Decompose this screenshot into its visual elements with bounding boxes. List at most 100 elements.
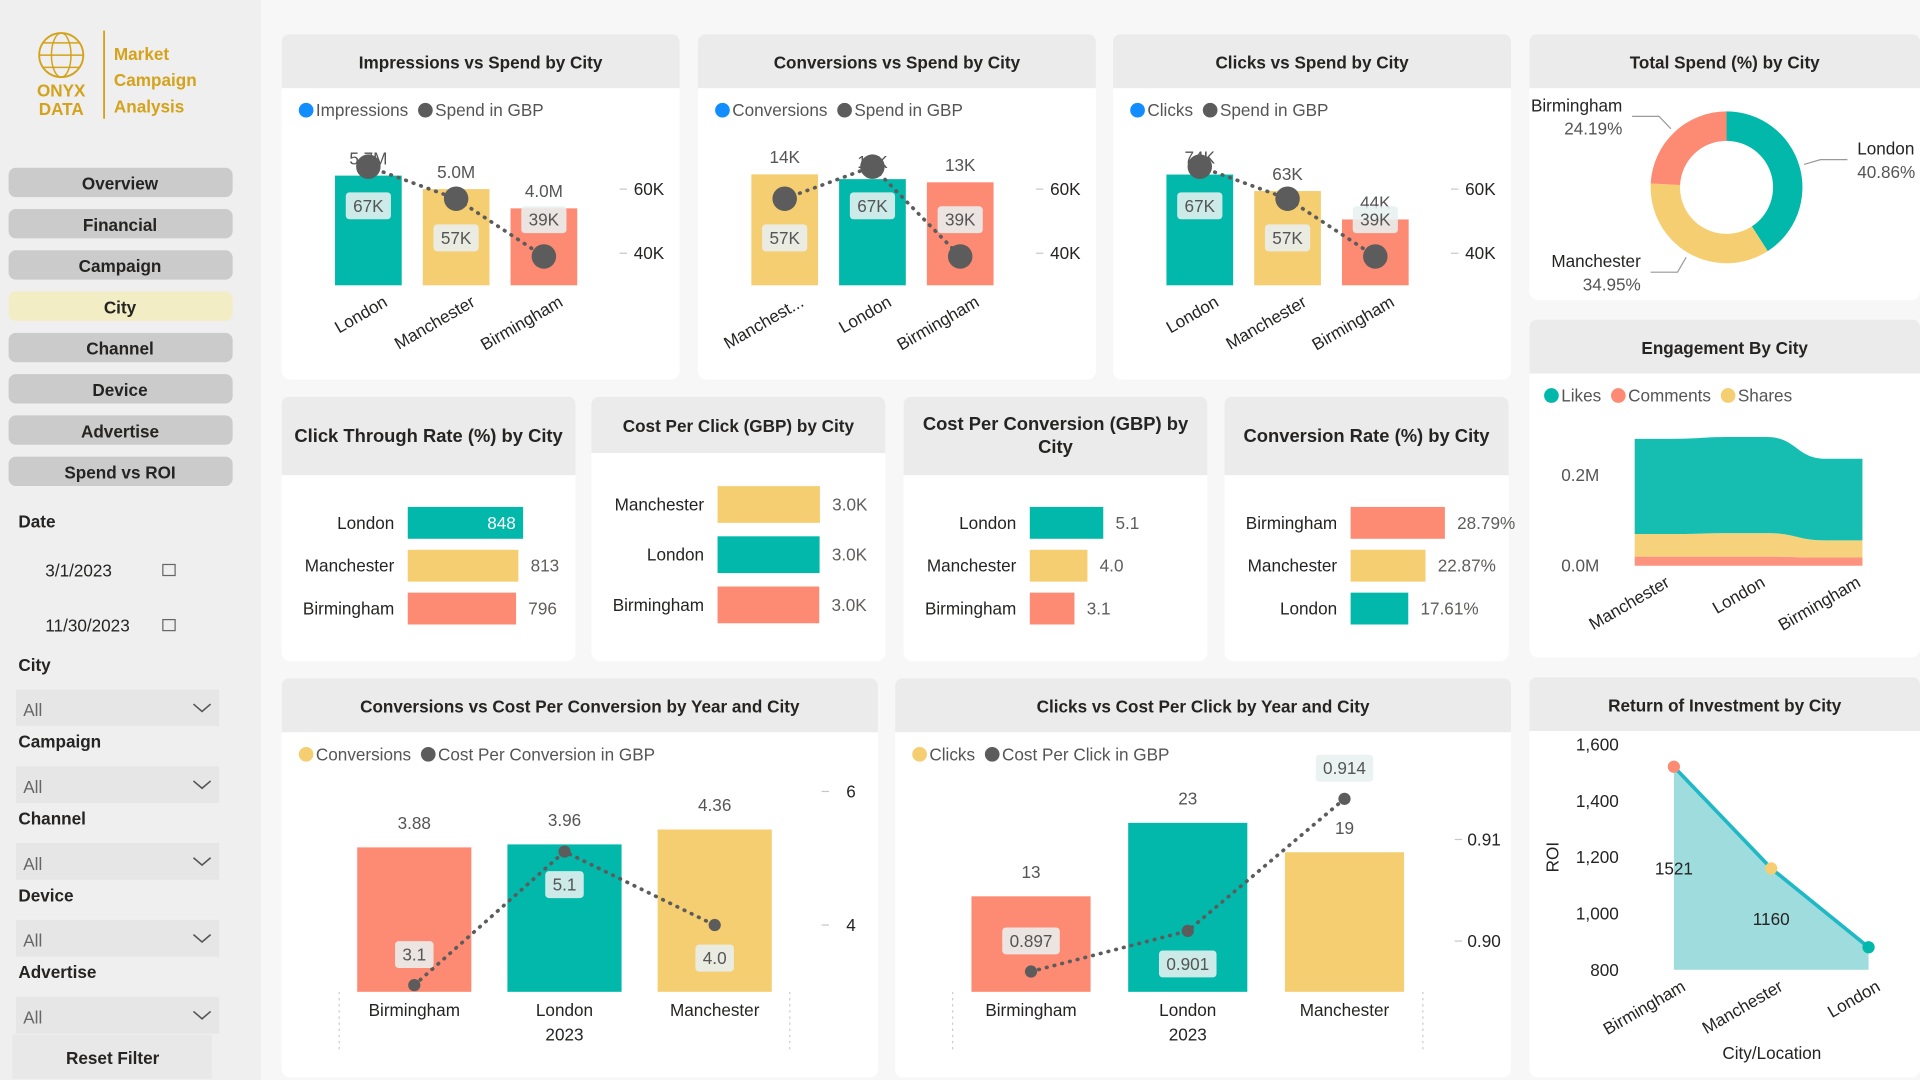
line-point — [1275, 186, 1300, 211]
legend-label: Spend in GBP — [435, 100, 544, 120]
line-label-box — [1158, 950, 1217, 978]
line-value-label: 0.901 — [1166, 954, 1209, 974]
filter-label: City — [18, 655, 51, 675]
logo-title: Market — [114, 44, 170, 64]
panel-header — [697, 34, 1096, 89]
bar-value-label: 22.87% — [1438, 556, 1496, 576]
nav-button[interactable] — [8, 250, 233, 280]
dropdown[interactable] — [15, 996, 220, 1034]
y2-tick-label: 0.91 — [1467, 829, 1500, 849]
nav-button[interactable] — [8, 291, 233, 321]
nav-label[interactable]: Device — [92, 380, 147, 400]
line-value-label: 0.914 — [1323, 758, 1366, 778]
line-point — [558, 845, 571, 858]
dropdown[interactable] — [15, 766, 220, 803]
chart-title: Cost Per Click (GBP) by City — [623, 416, 855, 436]
nav-button[interactable] — [8, 456, 233, 486]
dropdown-chevron — [192, 1010, 212, 1020]
x-tick-label: London — [1159, 1000, 1216, 1020]
line-point — [708, 918, 721, 932]
nav-label[interactable]: Overview — [82, 174, 159, 194]
calendar-icon[interactable] — [162, 618, 176, 632]
y-tick-label: 1,600 — [1576, 734, 1619, 754]
line-label-box — [433, 224, 479, 252]
x-tick-label: London — [536, 1000, 593, 1020]
nav-button[interactable] — [8, 167, 233, 198]
chart-title: Conversion Rate (%) by City — [1243, 425, 1490, 447]
legend-label: Shares — [1738, 386, 1792, 406]
line — [366, 164, 546, 259]
legend-label: Clicks — [1147, 100, 1193, 120]
bar-value-label: 3.0K — [831, 595, 867, 615]
y2-tick-label: 60K — [1465, 179, 1496, 199]
panel-header — [281, 396, 576, 476]
reset-button[interactable] — [12, 1034, 212, 1079]
chart-title: Total Spend (%) by City — [1630, 52, 1820, 72]
slice-value-label: 24.19% — [1564, 119, 1622, 139]
nav-button[interactable] — [8, 209, 233, 239]
nav-label[interactable]: Channel — [86, 339, 154, 359]
bar-value-label: 19 — [1335, 818, 1354, 838]
y2-tick-label: 4 — [846, 915, 856, 935]
leader-line — [1803, 158, 1848, 166]
line-point — [443, 186, 469, 211]
bar — [407, 592, 517, 625]
dropdown[interactable] — [15, 919, 220, 957]
nav-label[interactable]: Campaign — [79, 256, 162, 276]
y-tick-label: 1,400 — [1576, 791, 1619, 811]
nav-button[interactable] — [8, 374, 233, 404]
chart-title: Conversions vs Spend by City — [774, 52, 1021, 72]
line — [1029, 797, 1347, 974]
calendar-icon[interactable] — [162, 563, 176, 577]
line-point — [1862, 941, 1875, 954]
bar-value-label: 63K — [1272, 164, 1303, 184]
y-tick-label: Birmingham — [1246, 513, 1337, 533]
nav-label[interactable]: Advertise — [81, 421, 159, 441]
bar-value-label: 848 — [487, 513, 516, 533]
leader-line — [1632, 115, 1672, 130]
legend-label: Comments — [1628, 386, 1711, 406]
legend-swatch — [1202, 102, 1218, 118]
bar-value-label: 4.0 — [1100, 556, 1124, 576]
bar-value-label: 3.0K — [832, 545, 868, 565]
nav-label[interactable]: Spend vs ROI — [64, 463, 175, 483]
legend-label: Impressions — [316, 100, 408, 120]
line-point — [772, 186, 797, 211]
line-value-label: 67K — [1185, 196, 1216, 216]
chart-title-box: Cost Per Conversion (GBP) by City — [923, 414, 1188, 458]
x-tick-label: Birmingham — [369, 1000, 460, 1020]
bar — [1350, 549, 1426, 582]
bar-value-label: 14K — [769, 147, 800, 167]
dropdown[interactable] — [15, 689, 220, 727]
dropdown-chevron — [192, 703, 212, 713]
line — [782, 164, 963, 259]
dropdown[interactable] — [15, 843, 220, 880]
nav-button[interactable] — [8, 415, 233, 445]
reset-label[interactable]: Reset Filter — [66, 1048, 160, 1068]
bar-value-label: 796 — [528, 599, 557, 619]
bar-value-label: 3.0K — [832, 494, 868, 514]
y2-tick-label: 40K — [634, 243, 665, 263]
legend-swatch — [1720, 388, 1736, 403]
line-label-box — [345, 192, 391, 220]
chart-title-box: Click Through Rate (%) by City — [294, 426, 562, 447]
line-label-box — [1352, 206, 1398, 234]
bar — [1350, 506, 1445, 539]
chart-title: Clicks vs Cost Per Click by Year and Cit… — [1037, 697, 1370, 717]
panel-header — [591, 396, 886, 454]
panel-header — [281, 678, 878, 733]
legend-swatch — [715, 102, 730, 118]
y-tick-label: Manchester — [615, 494, 705, 514]
line-value-label: 5.1 — [553, 875, 577, 895]
y2-tick-label: 60K — [634, 179, 665, 199]
nav-label[interactable]: City — [104, 297, 137, 317]
y-tick-label: Manchester — [305, 556, 395, 576]
nav-label[interactable]: Financial — [83, 215, 157, 235]
line-point — [1667, 760, 1680, 773]
bar — [407, 506, 524, 539]
bar — [1350, 592, 1409, 625]
nav-button[interactable] — [8, 332, 233, 363]
bar-value-label: 17.61% — [1421, 599, 1479, 619]
y2-tick-label: 40K — [1465, 243, 1496, 263]
